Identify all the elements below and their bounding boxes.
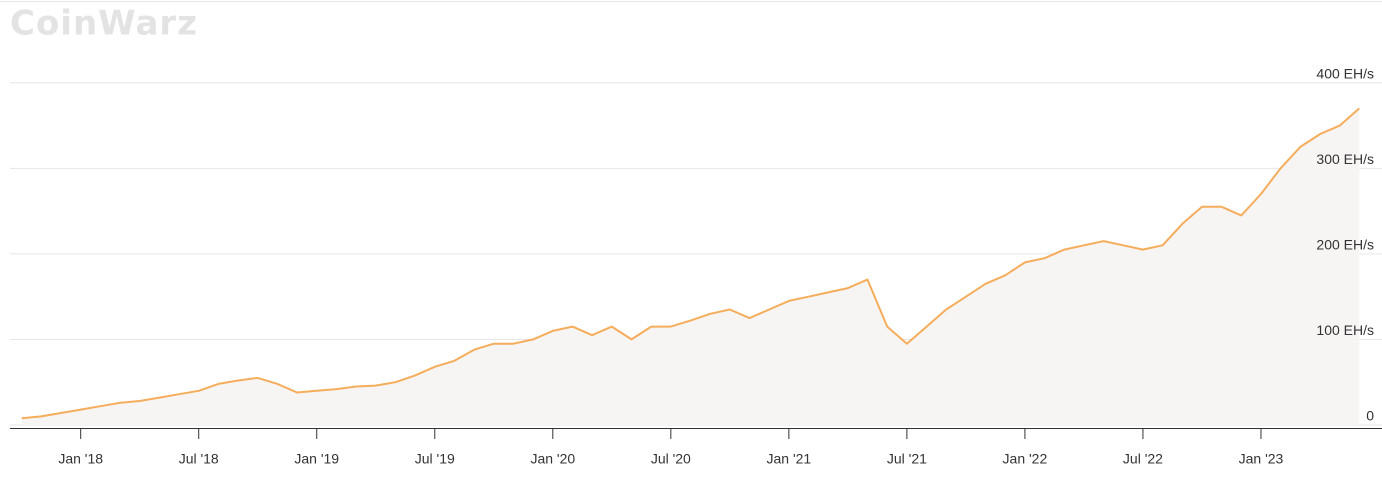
x-tick-label: Jul '18 [179,451,219,467]
y-tick-label: 300 EH/s [1316,151,1374,167]
x-tick-label: Jan '18 [58,451,103,467]
x-tick-label: Jul '19 [415,451,455,467]
x-tick-label: Jan '21 [766,451,811,467]
y-tick-label: 400 EH/s [1316,65,1374,81]
x-tick-label: Jul '20 [651,451,691,467]
x-tick-label: Jan '20 [530,451,575,467]
watermark: CoinWarz [10,4,198,44]
y-tick-label: 100 EH/s [1316,322,1374,338]
x-tick-label: Jan '23 [1239,451,1284,467]
x-tick-label: Jan '19 [294,451,339,467]
x-tick-label: Jul '22 [1123,451,1163,467]
y-tick-label: 0 [1366,408,1374,424]
area-fill [21,108,1360,426]
x-tick-label: Jan '22 [1003,451,1048,467]
y-tick-label: 200 EH/s [1316,237,1374,253]
line [21,107,1360,420]
x-tick-label: Jul '21 [887,451,927,467]
